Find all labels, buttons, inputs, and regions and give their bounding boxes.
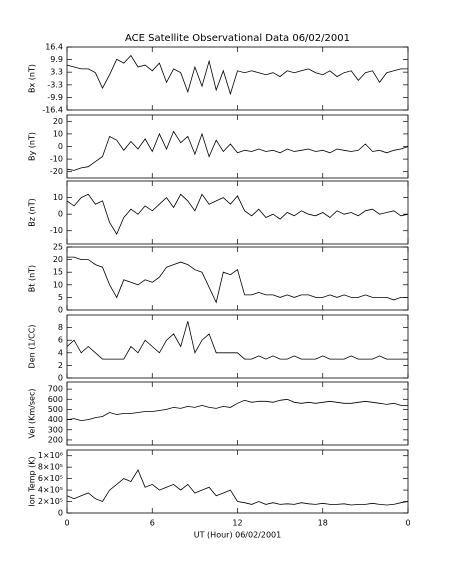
panel-frame <box>66 246 409 311</box>
y-tick-label: 2 <box>58 361 63 370</box>
data-line <box>66 398 408 422</box>
data-line <box>66 54 408 96</box>
y-tick-label: 6×10⁵ <box>38 474 63 483</box>
x-tick-label: 6 <box>150 519 155 528</box>
y-tick-label: 2×10⁵ <box>38 497 63 506</box>
panel-frame <box>66 180 409 245</box>
y-tick-label: 700 <box>48 385 63 394</box>
y-tick-label: 6 <box>58 336 63 345</box>
x-tick-label: 12 <box>232 519 242 528</box>
y-tick-label: 10 <box>53 193 63 202</box>
y-tick-label: 0 <box>58 306 63 315</box>
y-tick-label: 4×10⁵ <box>38 486 63 495</box>
y-tick-label: 3.3 <box>50 68 63 77</box>
y-tick-label: 9.9 <box>50 55 63 64</box>
y-tick-label: -20 <box>50 167 63 176</box>
y-tick-label: -9.9 <box>47 93 63 102</box>
y-tick-label: 4 <box>58 348 63 357</box>
x-tick-label: 0 <box>64 519 69 528</box>
y-tick-label: -3.3 <box>47 80 63 89</box>
y-tick-label: 600 <box>48 395 63 404</box>
y-axis-label: Bt (nT) <box>28 265 37 292</box>
y-tick-label: 1×10⁶ <box>38 451 63 460</box>
y-tick-label: -10 <box>50 155 63 164</box>
y-tick-label: 16.4 <box>45 43 63 52</box>
y-tick-label: 10 <box>53 280 63 289</box>
data-line <box>66 193 409 235</box>
y-tick-label: 8×10⁵ <box>38 463 63 472</box>
panel-frame <box>66 114 409 179</box>
x-tick-label: 18 <box>318 519 328 528</box>
data-line <box>66 469 409 506</box>
y-tick-label: 20 <box>53 117 63 126</box>
y-tick-label: 200 <box>48 435 63 444</box>
data-line <box>66 130 409 171</box>
y-axis-label: Den (1/CC) <box>28 325 37 369</box>
y-tick-label: 300 <box>48 425 63 434</box>
y-tick-label: 0 <box>58 509 63 518</box>
y-axis-label: Bz (nT) <box>28 198 37 226</box>
panel-frame <box>66 314 409 379</box>
panel-frame <box>66 449 409 514</box>
y-axis-label: Bx (nT) <box>28 64 37 93</box>
panel-frame <box>66 381 409 446</box>
y-tick-label: 25 <box>53 243 63 252</box>
y-axis-label: Ion Temp (K) <box>28 456 37 506</box>
y-tick-label: 500 <box>48 405 63 414</box>
y-tick-label: 5 <box>58 293 63 302</box>
y-tick-label: 15 <box>53 268 63 277</box>
y-axis-label: Vel (Km/sec) <box>28 388 37 438</box>
x-tick-label: 0 <box>405 519 410 528</box>
y-tick-label: 400 <box>48 415 63 424</box>
y-tick-label: 0 <box>58 210 63 219</box>
y-tick-label: 8 <box>58 323 63 332</box>
y-tick-label: 0 <box>58 142 63 151</box>
data-line <box>67 256 408 304</box>
y-tick-label: 20 <box>53 255 63 264</box>
y-tick-label: -10 <box>50 226 63 235</box>
chart-title: ACE Satellite Observational Data 06/02/2… <box>125 33 350 44</box>
y-axis-label: By (nT) <box>28 132 37 161</box>
y-tick-label: 10 <box>53 129 63 138</box>
y-tick-label: -16.4 <box>42 106 63 115</box>
data-line <box>66 321 408 360</box>
x-axis-label: UT (Hour) 06/02/2001 <box>194 531 281 540</box>
y-tick-label: 0 <box>58 374 63 383</box>
